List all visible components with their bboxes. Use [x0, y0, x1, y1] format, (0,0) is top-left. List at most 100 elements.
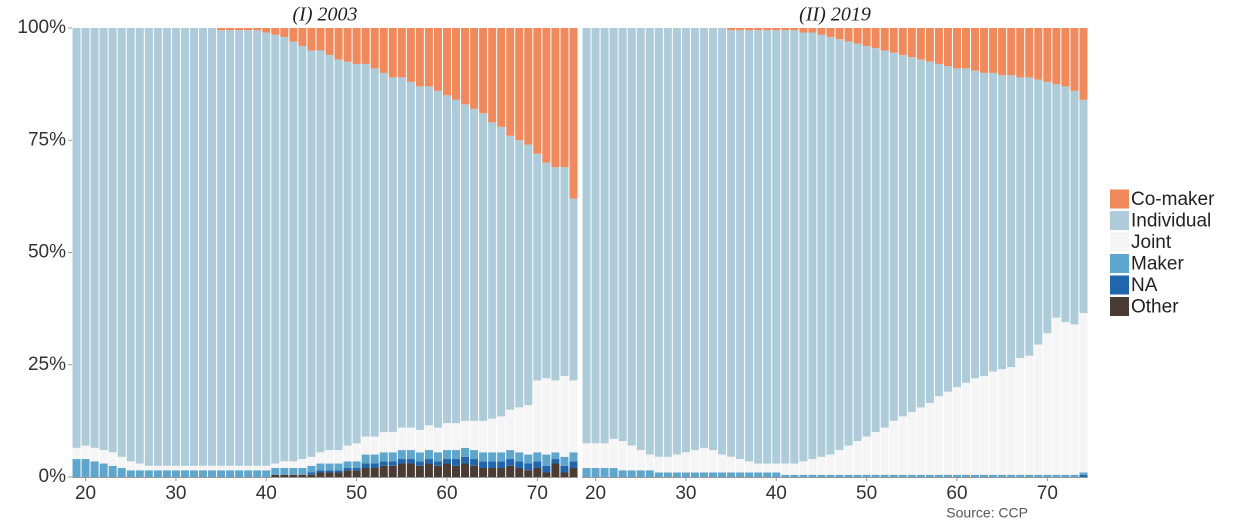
bar-segment — [1079, 472, 1088, 475]
bar-segment — [461, 447, 470, 457]
bar-segment — [424, 450, 433, 460]
bar-segment — [226, 28, 235, 31]
bar-segment — [226, 465, 235, 471]
bar-segment — [379, 72, 388, 433]
y-tick-label: 0% — [39, 466, 67, 487]
bar-segment — [591, 28, 600, 444]
bar-segment — [718, 454, 727, 473]
bar-segment — [591, 468, 600, 477]
bar-segment — [298, 474, 307, 477]
bar-segment — [1043, 81, 1052, 334]
bar-segment — [1034, 79, 1043, 345]
bar-segment — [533, 468, 542, 477]
bar-segment — [560, 472, 569, 477]
bar-segment — [90, 447, 99, 462]
bar-segment — [654, 28, 663, 457]
bar-segment — [1007, 28, 1016, 76]
bar-segment — [488, 468, 497, 477]
bar-segment — [162, 28, 171, 466]
bar-segment — [808, 459, 817, 475]
bar-segment — [1043, 333, 1052, 475]
bar-segment — [1025, 474, 1034, 477]
bar-segment — [343, 461, 352, 469]
bar-segment — [126, 461, 135, 471]
bar-segment — [325, 463, 334, 471]
bar-segment — [998, 369, 1007, 475]
bar-segment — [1016, 358, 1025, 475]
bar-segment — [108, 465, 117, 477]
bar-segment — [727, 30, 736, 457]
bar-segment — [1016, 77, 1025, 359]
legend-swatch — [1110, 254, 1129, 273]
bar-segment — [298, 459, 307, 469]
bar-segment — [862, 474, 871, 477]
bar-segment — [506, 450, 515, 460]
bar-segment — [117, 28, 126, 457]
bar-segment — [316, 472, 325, 477]
bar-segment — [370, 68, 379, 437]
bar-segment — [844, 445, 853, 475]
bar-segment — [907, 57, 916, 412]
bar-segment — [424, 425, 433, 451]
bar-segment — [1070, 90, 1079, 325]
bar-segment — [162, 470, 171, 477]
bar-segment — [609, 468, 618, 477]
bar-segment — [99, 463, 108, 477]
bar-segment — [370, 468, 379, 477]
bar-segment — [479, 113, 488, 421]
legend-swatch — [1110, 189, 1129, 209]
bar-segment — [199, 465, 208, 471]
bar-segment — [343, 61, 352, 446]
bar-segment — [1052, 474, 1061, 477]
bar-segment — [325, 28, 334, 55]
bar-segment — [1070, 474, 1079, 477]
bar-segment — [452, 450, 461, 460]
bar-segment — [1052, 317, 1061, 475]
bar-segment — [871, 48, 880, 433]
bar-segment — [645, 470, 654, 477]
bar-segment — [763, 30, 772, 464]
bar-segment — [1079, 313, 1088, 473]
bar-segment — [388, 461, 397, 466]
bar-segment — [853, 28, 862, 44]
bar-segment — [569, 461, 578, 469]
bar-segment — [736, 30, 745, 460]
bar-segment — [506, 135, 515, 410]
legend-label: Maker — [1131, 254, 1184, 275]
bar-segment — [433, 28, 442, 91]
bar-segment — [506, 459, 515, 466]
bar-segment — [772, 463, 781, 473]
bar-segment — [470, 450, 479, 460]
bar-segment — [952, 68, 961, 388]
bar-segment — [388, 452, 397, 462]
bar-segment — [551, 167, 560, 381]
bar-segment — [280, 474, 289, 477]
bar-segment — [217, 465, 226, 471]
bar-segment — [569, 380, 578, 453]
bar-segment — [1061, 86, 1070, 323]
bar-segment — [699, 472, 708, 477]
bar-segment — [569, 28, 578, 199]
bar-segment — [907, 474, 916, 477]
bar-segment — [681, 28, 690, 453]
bar-segment — [826, 36, 835, 455]
bar-segment — [1052, 84, 1061, 318]
bar-segment — [862, 436, 871, 475]
bar-segment — [479, 28, 488, 114]
bar-segment — [515, 452, 524, 462]
bar-segment — [763, 463, 772, 473]
bar-segment — [406, 463, 415, 477]
bar-segment — [72, 447, 81, 460]
bar-segment — [1025, 77, 1034, 356]
bar-segment — [898, 474, 907, 477]
bar-segment — [506, 28, 515, 136]
bar-segment — [180, 465, 189, 471]
bar-segment — [135, 470, 144, 477]
x-tick-label: 30 — [675, 483, 696, 504]
bar-segment — [488, 28, 497, 123]
bar-segment — [618, 441, 627, 471]
bar-segment — [542, 162, 551, 379]
bar-segment — [379, 28, 388, 73]
legend-label: Joint — [1131, 232, 1172, 253]
bar-segment — [799, 32, 808, 462]
